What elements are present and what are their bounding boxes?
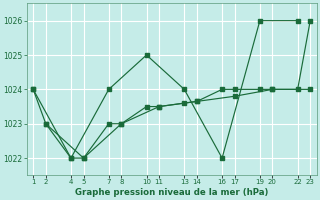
X-axis label: Graphe pression niveau de la mer (hPa): Graphe pression niveau de la mer (hPa) [75, 188, 268, 197]
